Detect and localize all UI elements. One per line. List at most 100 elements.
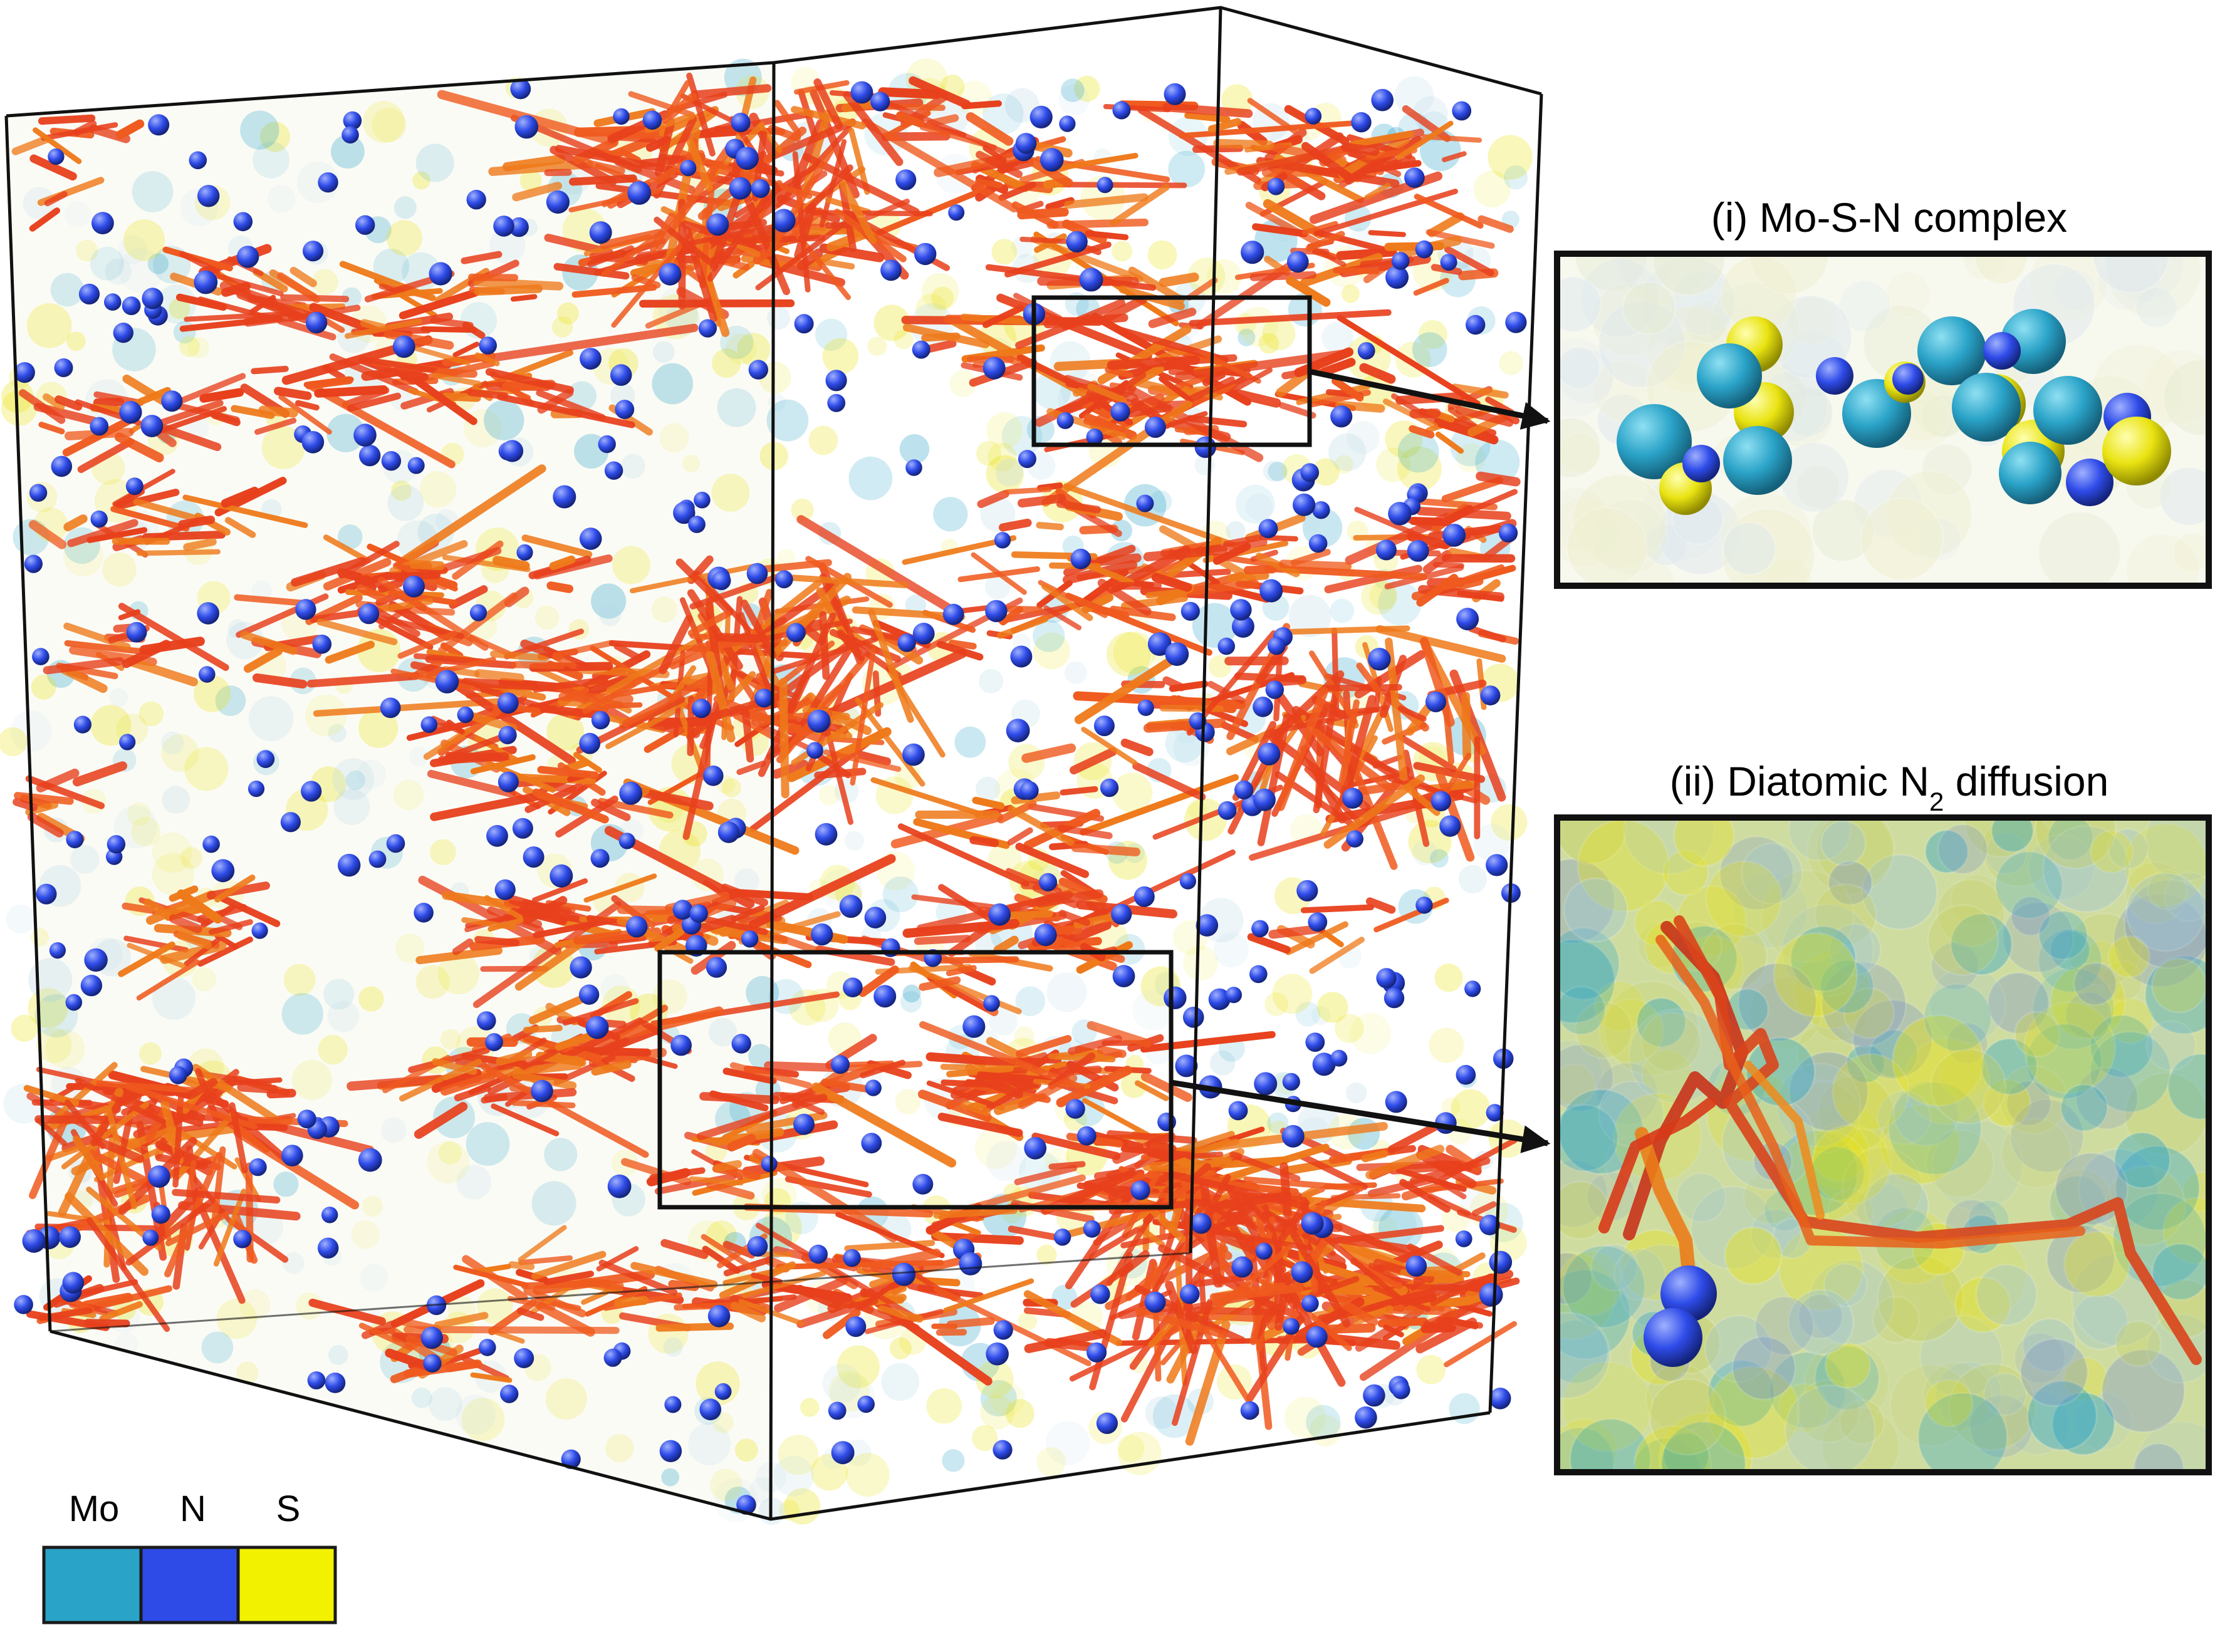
nitrogen-atom <box>694 491 711 509</box>
trajectory-segment <box>1395 120 1454 160</box>
trajectory-segment <box>508 1261 535 1270</box>
trajectory-segment <box>143 898 175 921</box>
panel-haze-atom <box>2142 348 2209 425</box>
nitrogen-atom <box>673 501 696 524</box>
atom-haze <box>1192 603 1238 648</box>
atom-haze <box>661 1468 680 1487</box>
trajectory-segment <box>1247 933 1291 954</box>
trajectory-segment <box>1200 1324 1259 1416</box>
nitrogen-atom <box>479 1339 496 1356</box>
atom-haze <box>1073 75 1100 102</box>
trajectory-segment <box>1356 662 1382 694</box>
trajectory-segment <box>1189 309 1392 327</box>
nitrogen-atom <box>297 1109 316 1129</box>
trajectory-segment <box>546 581 573 593</box>
nitrogen-atom <box>1034 923 1057 947</box>
trajectory-segment <box>1373 676 1382 713</box>
nitrogen-atom <box>36 883 57 905</box>
trajectory-segment <box>1186 277 1218 301</box>
trajectory-segment <box>796 515 952 612</box>
atom-haze <box>184 747 229 791</box>
panel-haze-atom <box>1557 818 1627 865</box>
atom-haze <box>1210 1050 1236 1076</box>
trajectory-segment <box>1361 1150 1388 1163</box>
atom-haze <box>1503 165 1528 190</box>
nitrogen-atom <box>1144 1291 1166 1313</box>
nitrogen-atom <box>1130 1180 1150 1200</box>
trajectory-segment <box>1097 1046 1127 1058</box>
atom-haze <box>976 1360 1014 1398</box>
nitrogen-atom <box>1253 697 1273 717</box>
atom-haze <box>734 868 759 894</box>
trajectory-segment <box>1070 747 1117 775</box>
nitrogen-atom <box>1415 240 1434 259</box>
panel-haze-atom <box>2050 963 2127 1040</box>
nitrogen-atom <box>477 1011 496 1031</box>
panel-haze-atom <box>2181 1171 2209 1212</box>
panel-haze-atom <box>1557 276 1602 333</box>
trajectory-segment <box>1058 910 1091 927</box>
atom-haze <box>180 847 203 870</box>
nitrogen-atom <box>561 1449 581 1469</box>
trajectory-segment <box>1182 579 1259 596</box>
trajectory-segment <box>1478 215 1514 233</box>
panel-haze-atom <box>1603 980 1699 1076</box>
atom-haze <box>894 330 914 350</box>
atom-haze <box>1317 992 1348 1023</box>
panel-haze-atom <box>2001 1118 2072 1189</box>
trajectory-segment <box>258 405 298 418</box>
trajectory-segment <box>1257 713 1291 846</box>
panel-haze-atom <box>1684 300 1728 345</box>
atom-haze <box>179 336 200 357</box>
trajectory-segment <box>184 311 298 322</box>
atom-haze <box>534 605 560 630</box>
trajectory-segment <box>1368 1262 1401 1282</box>
atom-haze <box>160 731 184 755</box>
atom-haze <box>161 734 199 772</box>
panel-haze-atom <box>1921 443 1974 496</box>
trajectory-segment <box>1294 347 1354 377</box>
trajectory-segment <box>549 555 576 571</box>
nitrogen-atom <box>613 108 630 125</box>
nitrogen-atom <box>811 923 833 946</box>
nitrogen-atom <box>880 259 902 281</box>
nitrogen-atom <box>774 570 793 589</box>
trajectory-segment <box>452 938 474 955</box>
panel-ii <box>1554 814 2212 1475</box>
nitrogen-atom <box>691 699 711 719</box>
nitrogen-atom <box>610 364 632 386</box>
trajectory-segment <box>1397 705 1427 722</box>
trajectory-segment <box>914 935 971 945</box>
trajectory-segment <box>1184 112 1231 123</box>
trajectory-segment <box>919 976 961 991</box>
panel-haze-atom <box>1557 1159 1608 1229</box>
trajectory-segment <box>1120 1217 1246 1249</box>
atom-haze <box>323 979 355 1010</box>
trajectory-segment <box>278 394 332 435</box>
panel-haze-atom <box>1936 878 2006 948</box>
panel-haze-atom <box>1765 556 1813 586</box>
nitrogen-atom <box>1093 715 1115 737</box>
atom-haze <box>131 816 161 846</box>
trajectory-segment <box>425 657 496 677</box>
trajectory-segment <box>1221 722 1259 742</box>
trajectory-segment <box>64 640 154 656</box>
nitrogen-atom <box>1087 1342 1107 1363</box>
nitrogen-atom <box>1191 1213 1212 1234</box>
trajectory-segment <box>1035 390 1100 427</box>
atom-haze <box>1491 804 1528 841</box>
trajectory-segment <box>36 768 80 792</box>
trajectory-segment <box>1415 1150 1477 1188</box>
nitrogen-atom <box>1179 1284 1200 1304</box>
nitrogen-atom <box>1096 1412 1118 1434</box>
atom-haze <box>201 1331 234 1364</box>
panel-haze-atom <box>1557 1063 1596 1106</box>
nitrogen-atom <box>1267 178 1285 195</box>
trajectory-segment <box>696 1093 828 1141</box>
trajectory-segment <box>897 823 1029 887</box>
trajectory-segment <box>1143 545 1227 562</box>
trajectory-segment <box>1056 500 1102 514</box>
trajectory-segment <box>622 669 723 727</box>
panel-haze-atom <box>1754 1296 1815 1356</box>
atom-haze <box>519 169 542 192</box>
